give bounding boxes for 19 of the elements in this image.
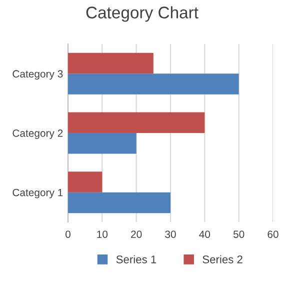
- x-tick-label: 30: [165, 230, 176, 238]
- legend-label: Series 1: [116, 255, 156, 264]
- x-tick-label: 50: [233, 230, 244, 238]
- bar: [68, 133, 136, 154]
- x-tick-label: 60: [268, 230, 278, 238]
- x-tick-label: 0: [66, 230, 70, 238]
- legend-label: Series 2: [202, 255, 242, 264]
- bar: [68, 192, 170, 214]
- chart-title: Category Chart: [86, 6, 198, 22]
- x-tick-label: 10: [97, 230, 108, 238]
- bar: [68, 74, 239, 94]
- y-tick-label: Category 3: [12, 70, 63, 80]
- y-tick-label: Category 1: [12, 188, 63, 198]
- x-tick-label: 20: [131, 230, 142, 238]
- bar: [68, 52, 154, 74]
- x-tick-label: 40: [199, 230, 210, 238]
- y-tick-label: Category 2: [12, 130, 63, 139]
- bar: [68, 112, 205, 133]
- bar: [68, 172, 102, 192]
